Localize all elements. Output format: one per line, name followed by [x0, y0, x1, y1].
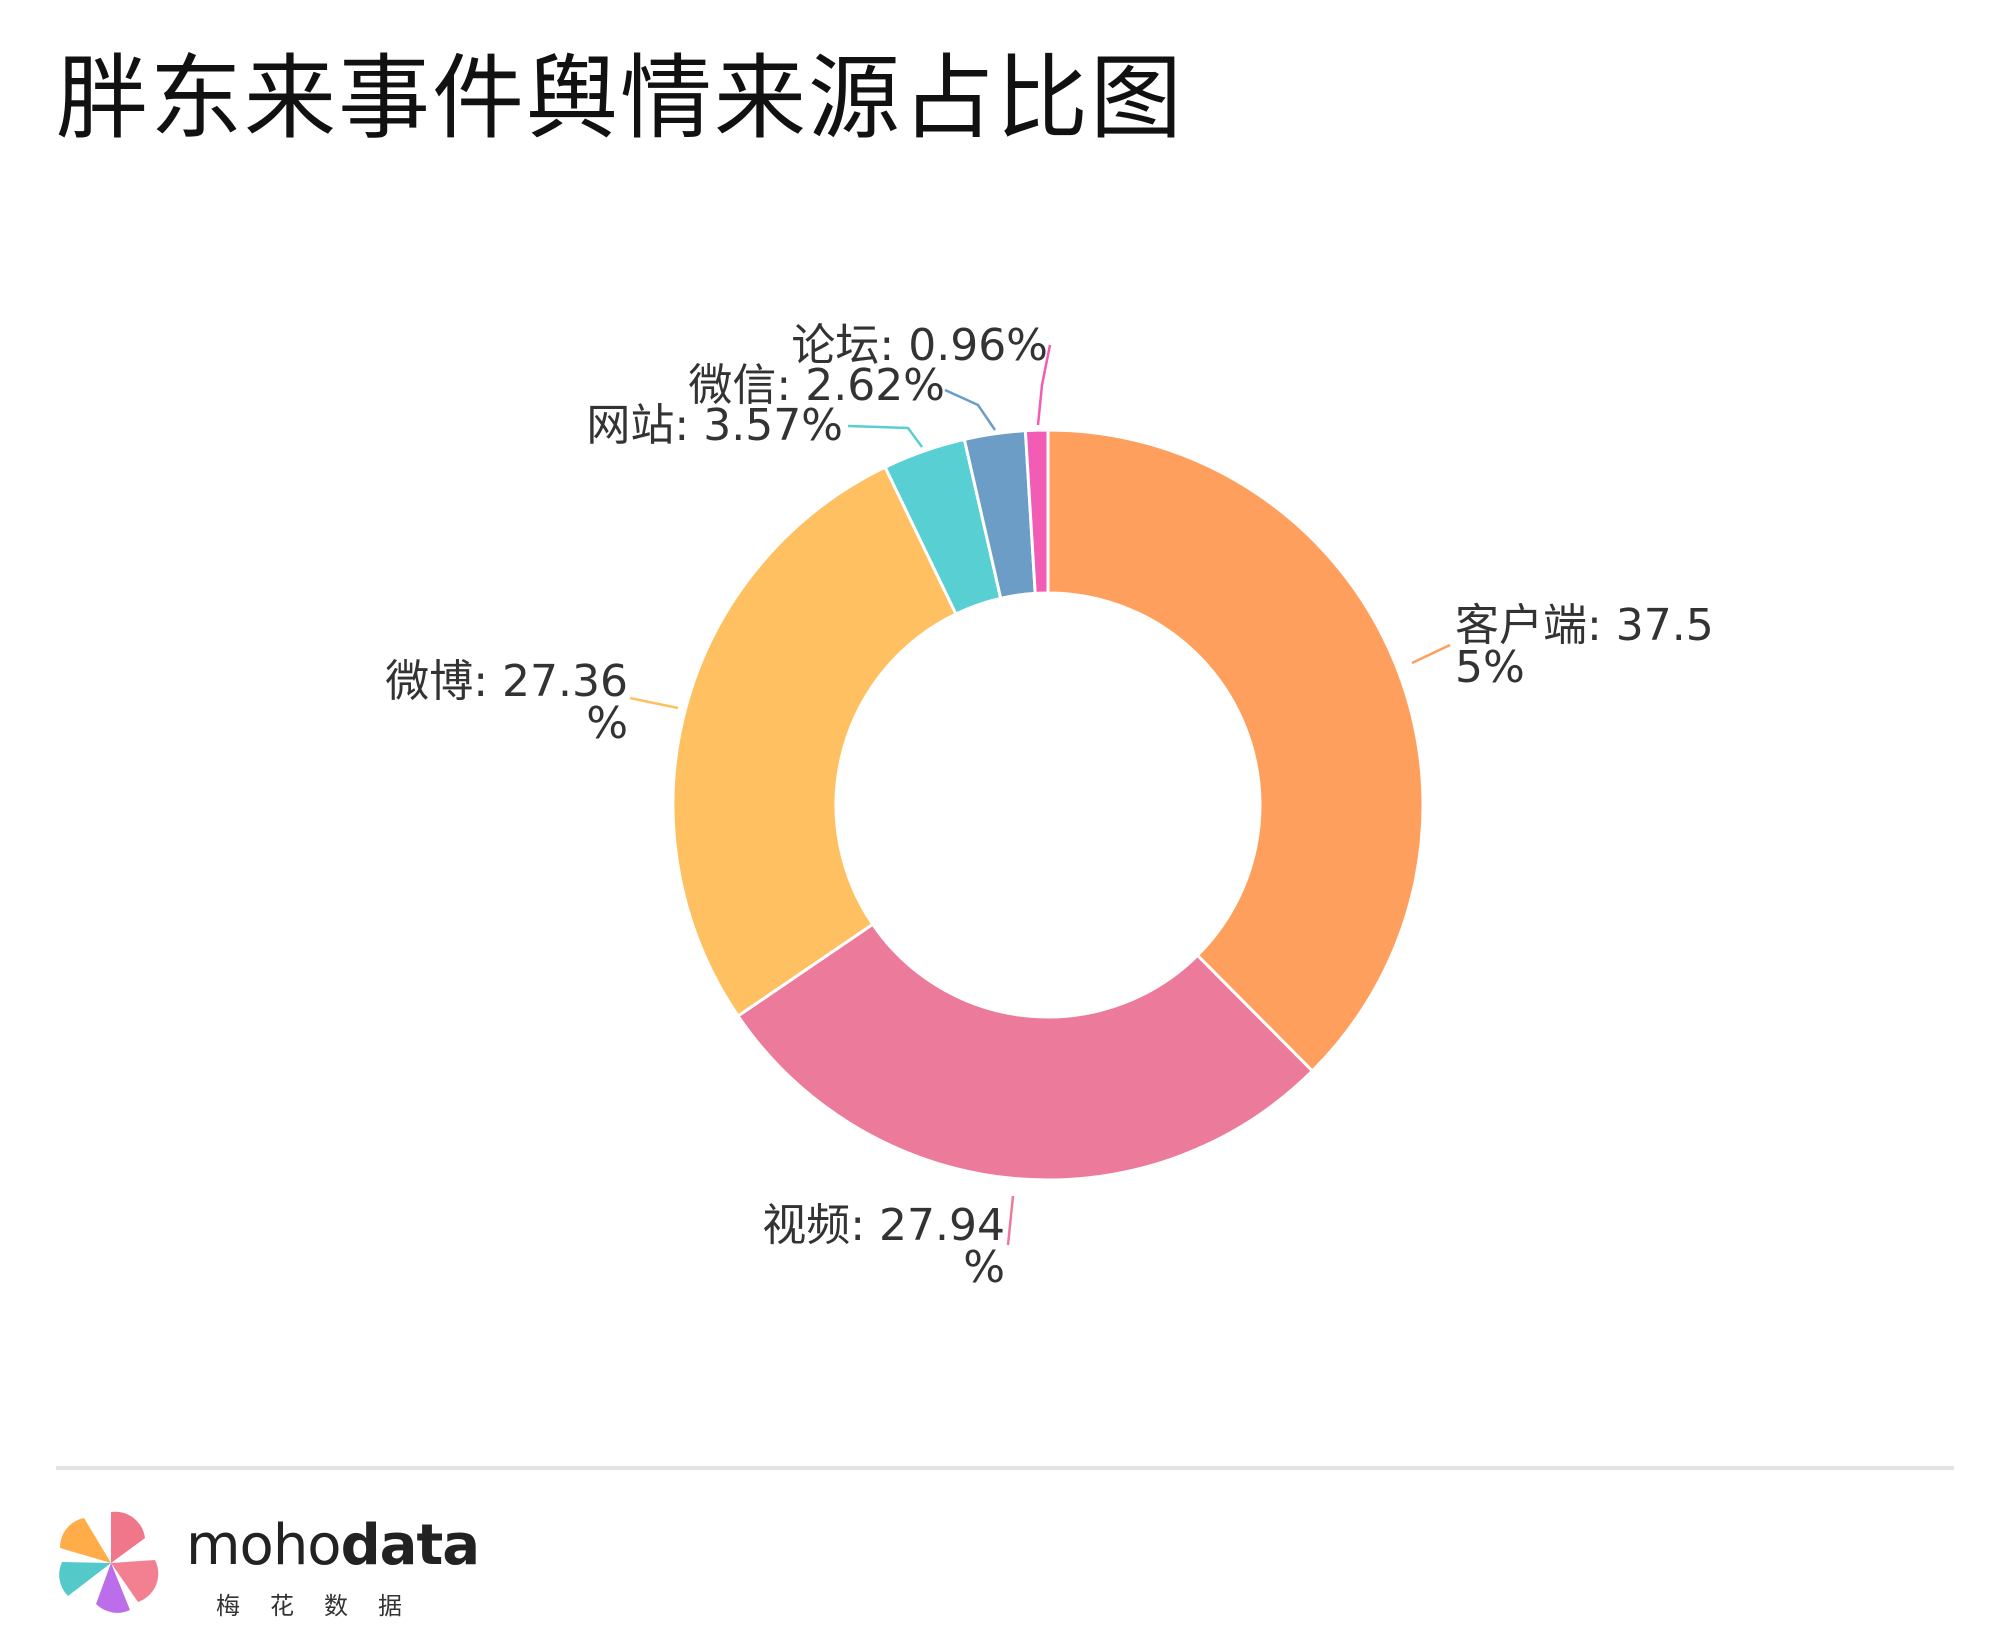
brand-name-bold: data [340, 1513, 480, 1578]
leader-line-2 [1006, 1195, 1015, 1246]
footer-logo: mohodata 梅花数据 [56, 1508, 536, 1620]
leader-line-6 [1036, 344, 1052, 426]
pinwheel-logo-icon [59, 1511, 159, 1613]
slice-label-6: 论坛: 0.96% [791, 320, 1048, 371]
slice-label-3-line-1: 微博: 27.36 [385, 656, 628, 707]
chart-leader-lines [629, 344, 1451, 1246]
leader-line-3 [629, 696, 679, 710]
slice-label-6-line-1: 论坛: 0.96% [791, 320, 1048, 371]
pie-slice-6 [1023, 428, 1050, 595]
slice-label-4-line-1: 网站: 3.57% [586, 400, 843, 451]
slice-label-2: 视频: 27.94% [762, 1200, 1005, 1293]
donut-chart: 客户端: 37.5 5%视频: 27.94 %微博: 27.36 %网站: 3.57%… [385, 320, 1714, 1293]
pie-slice-3 [671, 465, 958, 1019]
brand-name-cn: 梅花数据 [216, 1592, 432, 1620]
leader-line-5 [944, 388, 997, 431]
leader-line-4 [847, 424, 924, 448]
chart-slices [671, 428, 1425, 1182]
slice-label-5: 微信: 2.62% [688, 360, 945, 411]
pie-slice-1 [1046, 428, 1425, 1074]
slice-label-1-line-2: 5% [1455, 642, 1525, 693]
leader-line-1 [1411, 643, 1451, 665]
slice-label-3: 微博: 27.36% [385, 656, 628, 749]
slice-label-2-line-2: % [963, 1242, 1005, 1293]
brand-name: mohodata [186, 1518, 480, 1574]
slice-label-4: 网站: 3.57% [586, 400, 843, 451]
brand-name-light: moho [186, 1513, 342, 1578]
slice-label-3-line-2: % [586, 698, 628, 749]
slice-label-1: 客户端: 37.5 5% [1455, 600, 1714, 693]
slice-label-1-line-1: 客户端: 37.5 [1455, 600, 1714, 651]
chart-labels: 客户端: 37.5 5%视频: 27.94 %微博: 27.36 %网站: 3.57%… [385, 320, 1714, 1293]
pie-slice-2 [735, 922, 1315, 1182]
slice-label-5-line-1: 微信: 2.62% [688, 360, 945, 411]
page-title: 胖东来事件舆情来源占比图 [56, 45, 1185, 152]
footer-divider [56, 1466, 1954, 1470]
slice-label-2-line-1: 视频: 27.94 [762, 1200, 1005, 1251]
